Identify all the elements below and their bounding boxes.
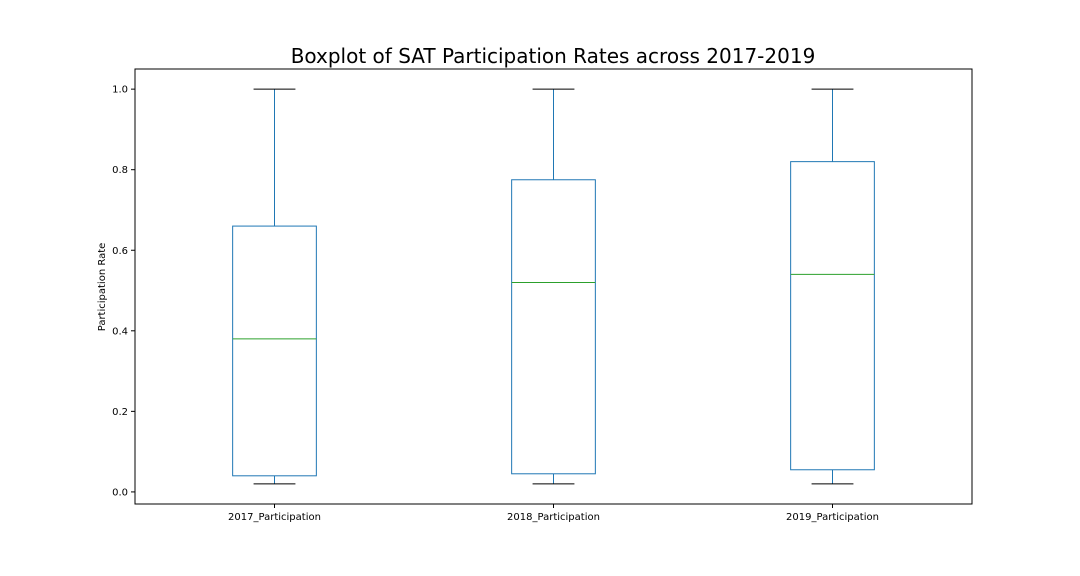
box-2018_Participation	[511, 88, 596, 485]
y-tick-label: 0.8	[112, 165, 128, 176]
y-tick-label: 1.0	[112, 85, 128, 96]
y-tick-label: 0.6	[112, 246, 128, 257]
box-iqr	[511, 179, 596, 475]
box-2017_Participation	[232, 88, 317, 485]
y-axis: 0.0 0.2 0.4 0.6 0.8 1.0	[112, 85, 135, 498]
x-tick-label: 2017_Participation	[228, 512, 321, 523]
y-axis-label: Participation Rate	[97, 243, 108, 332]
box-2019_Participation	[790, 88, 875, 485]
boxes-layer	[232, 88, 875, 485]
y-tick-label: 0.4	[112, 326, 128, 337]
y-tick-label: 0.2	[112, 407, 128, 418]
box-iqr	[232, 225, 317, 477]
x-tick-label: 2019_Participation	[786, 512, 879, 523]
x-axis: 2017_Participation 2018_Participation 2019…	[228, 504, 879, 523]
box-iqr	[790, 161, 875, 471]
x-tick-label: 2018_Participation	[507, 512, 600, 523]
y-tick-label: 0.0	[112, 487, 128, 498]
chart-title: Boxplot of SAT Participation Rates acros…	[291, 44, 816, 68]
